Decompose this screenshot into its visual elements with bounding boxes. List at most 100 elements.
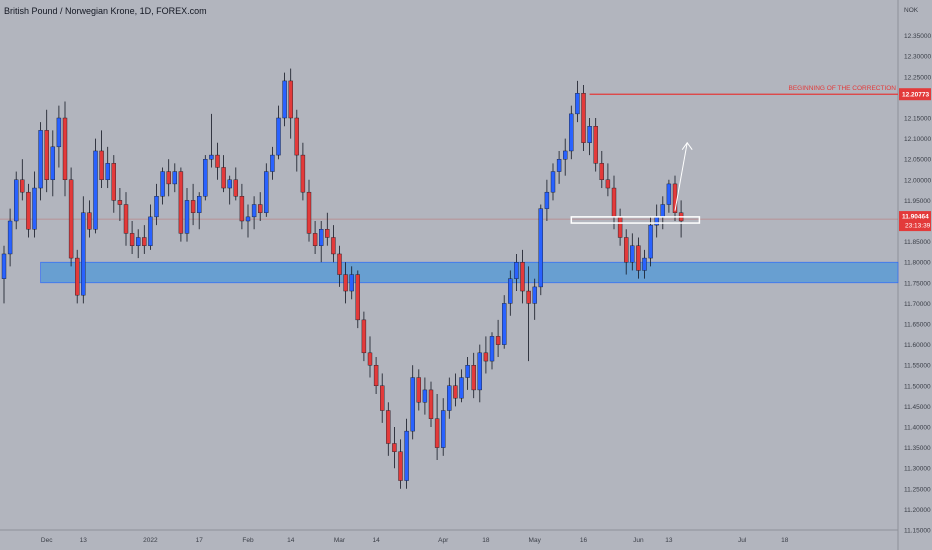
- candle-body: [1, 253, 7, 279]
- y-tick-label: 11.80000: [904, 260, 931, 267]
- candle-body: [196, 196, 202, 213]
- last-price-badge: [899, 211, 931, 232]
- countdown-label: 23:13:39: [905, 223, 931, 230]
- candle-body: [477, 352, 482, 391]
- x-tick-label: 14: [372, 537, 380, 544]
- candle-body: [7, 220, 13, 255]
- x-tick-label: Mar: [334, 537, 346, 544]
- candle-body: [642, 257, 647, 271]
- candle-body: [312, 233, 318, 246]
- candle-body: [74, 257, 80, 296]
- candle-body: [349, 274, 354, 292]
- candle-body: [373, 365, 379, 387]
- candle-body: [178, 171, 184, 234]
- candle-body: [660, 204, 665, 218]
- x-tick-label: 16: [580, 537, 588, 544]
- range-box: [570, 216, 701, 224]
- candle-body: [343, 274, 348, 292]
- y-tick-label: 11.85000: [904, 239, 931, 246]
- candle-body: [361, 319, 367, 354]
- candle-body: [209, 154, 214, 160]
- candle-body: [50, 146, 55, 180]
- candle-body: [319, 229, 324, 246]
- candle-body: [416, 377, 421, 403]
- candle-body: [526, 290, 531, 304]
- candle-body: [32, 187, 37, 230]
- candle-body: [123, 204, 129, 234]
- y-tick-label: 11.70000: [904, 301, 931, 308]
- candle-body: [611, 187, 617, 218]
- y-tick-label: 11.15000: [904, 528, 931, 535]
- candle-body: [544, 191, 550, 209]
- candle-body: [325, 229, 330, 238]
- x-tick-label: Dec: [41, 537, 53, 544]
- y-tick-label: 11.75000: [904, 280, 931, 287]
- candle-body: [142, 237, 147, 246]
- candle-body: [648, 224, 653, 259]
- candle-body: [367, 352, 373, 366]
- candle-body: [380, 385, 385, 411]
- candle-body: [294, 117, 299, 156]
- candle-body: [172, 171, 178, 185]
- candle-body: [459, 377, 464, 399]
- candle-body: [355, 274, 360, 321]
- candle-body: [489, 336, 495, 362]
- y-tick-label: 12.10000: [904, 136, 931, 143]
- y-tick-label: 11.55000: [904, 363, 931, 370]
- candle-body: [605, 179, 611, 189]
- candle-body: [410, 377, 415, 432]
- candle-body: [221, 167, 226, 189]
- candle-body: [38, 130, 43, 189]
- candle-body: [13, 179, 19, 222]
- candle-body: [447, 385, 452, 411]
- y-tick-label: 11.95000: [904, 198, 931, 205]
- x-tick-label: 13: [80, 537, 88, 544]
- candle-body: [135, 237, 141, 246]
- candle-body: [514, 262, 519, 279]
- candle-body: [215, 154, 220, 168]
- candle-body: [386, 410, 391, 444]
- y-tick-label: 12.25000: [904, 74, 931, 81]
- candle-body: [276, 117, 281, 156]
- x-tick-label: 14: [287, 537, 295, 544]
- x-tick-label: Apr: [438, 537, 449, 544]
- candle-body: [624, 237, 629, 263]
- candle-body: [471, 365, 476, 391]
- x-tick-label: 17: [196, 537, 204, 544]
- candle-body: [68, 179, 74, 259]
- x-tick-label: 2022: [143, 537, 158, 544]
- candle-body: [398, 451, 403, 481]
- resistance-badge: [899, 88, 931, 101]
- y-tick-label: 11.60000: [904, 342, 931, 349]
- support-zone: [40, 261, 899, 284]
- x-tick-label: May: [529, 537, 542, 544]
- candle-body: [258, 204, 263, 213]
- candle-body: [117, 200, 123, 205]
- y-tick-label: 11.30000: [904, 466, 931, 473]
- candle-body: [630, 245, 635, 263]
- candle-body: [93, 150, 98, 230]
- candle-body: [264, 171, 269, 213]
- currency-label: NOK: [904, 7, 919, 14]
- candle-body: [502, 303, 507, 345]
- candle-body: [538, 208, 543, 288]
- candle-body: [520, 262, 525, 292]
- candle-body: [203, 158, 208, 197]
- y-tick-label: 11.25000: [904, 486, 931, 493]
- y-tick-label: 11.35000: [904, 445, 931, 452]
- candle-body: [331, 237, 336, 255]
- candle-body: [532, 286, 537, 304]
- candle-body: [87, 212, 92, 230]
- candle-body: [550, 171, 556, 193]
- y-tick-label: 11.65000: [904, 322, 931, 329]
- candle-body: [422, 389, 428, 403]
- candle-body: [404, 430, 409, 481]
- chart-title: British Pound / Norwegian Krone, 1D, FOR…: [4, 6, 207, 16]
- y-tick-label: 12.00000: [904, 177, 931, 184]
- candle-body: [227, 179, 232, 189]
- candle-body: [581, 93, 586, 143]
- resistance-annotation: BEGINNING OF THE CORRECTION: [789, 85, 897, 92]
- candle-body: [288, 80, 293, 119]
- candle-body: [563, 150, 568, 160]
